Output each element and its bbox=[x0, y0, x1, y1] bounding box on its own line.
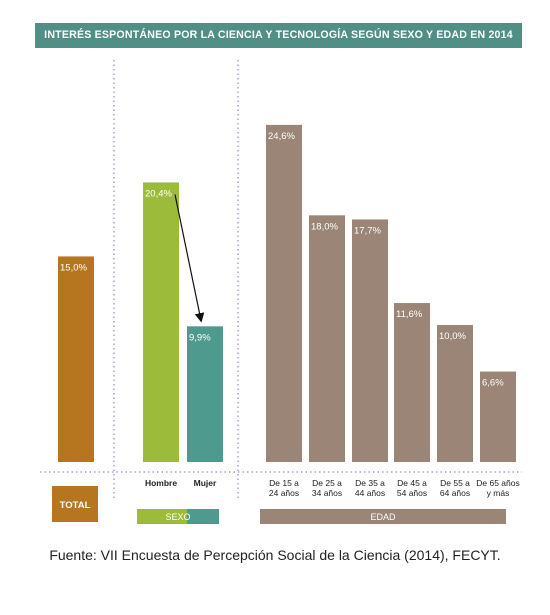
group-box-total bbox=[52, 486, 98, 522]
bar-edad-3 bbox=[352, 219, 388, 462]
bar-edad-4 bbox=[394, 303, 430, 462]
tick-label: De 45 a bbox=[397, 478, 427, 488]
data-label: 11,6% bbox=[396, 309, 423, 320]
annotation-arrow bbox=[174, 194, 205, 323]
bar-edad-5 bbox=[437, 324, 473, 462]
source-note: Fuente: VII Encuesta de Percepción Socia… bbox=[49, 547, 501, 563]
bar-sexo-2 bbox=[187, 326, 223, 462]
tick-label: De 55 a bbox=[440, 478, 470, 488]
group-label: SEXO bbox=[165, 512, 190, 522]
bar-edad-6 bbox=[480, 371, 516, 462]
group-box-sexo-right bbox=[187, 509, 219, 524]
bar-edad-2 bbox=[309, 215, 345, 462]
data-label: 20,4% bbox=[145, 188, 172, 199]
bar-sexo-1 bbox=[143, 182, 179, 462]
bar-edad-1 bbox=[266, 124, 302, 462]
group-box-sexo-left bbox=[137, 509, 187, 524]
data-label: 10,0% bbox=[439, 331, 466, 342]
tick-label: De 65 años bbox=[476, 478, 519, 488]
tick-label: y más bbox=[487, 488, 510, 498]
tick-label: De 15 a bbox=[269, 478, 299, 488]
tick-label: 34 años bbox=[312, 488, 342, 498]
group-box-edad bbox=[260, 509, 506, 524]
data-label: 18,0% bbox=[311, 221, 338, 232]
data-label: 15,0% bbox=[60, 262, 87, 273]
tick-label: De 25 a bbox=[312, 478, 342, 488]
tick-label: Mujer bbox=[194, 478, 217, 488]
tick-label: De 35 a bbox=[355, 478, 385, 488]
data-label: 6,6% bbox=[482, 378, 504, 389]
tick-label: 64 años bbox=[440, 488, 470, 498]
tick-label: 24 años bbox=[269, 488, 299, 498]
tick-label: 54 años bbox=[397, 488, 427, 498]
group-label: EDAD bbox=[370, 512, 396, 522]
data-label: 9,9% bbox=[189, 332, 211, 343]
bar-chart: 15,0% TOTAL 20,4% Hombre 9,9% Mujer SEXO 24,6% D… bbox=[40, 60, 522, 524]
tick-label: Hombre bbox=[145, 478, 177, 488]
tick-label: 44 años bbox=[355, 488, 385, 498]
bar-total-1 bbox=[58, 256, 94, 462]
data-label: 24,6% bbox=[268, 131, 295, 142]
chart-title: INTERÉS ESPONTÁNEO POR LA CIENCIA Y TECN… bbox=[35, 23, 522, 48]
data-label: 17,7% bbox=[354, 225, 381, 236]
group-label: TOTAL bbox=[60, 500, 91, 511]
